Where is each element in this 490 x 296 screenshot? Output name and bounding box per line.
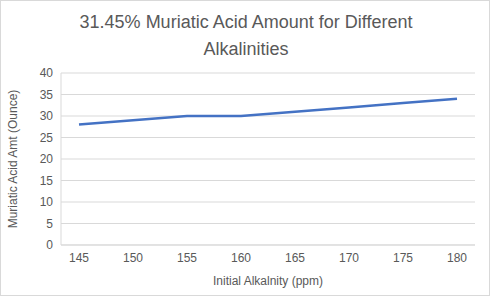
- svg-text:30: 30: [40, 109, 54, 123]
- svg-text:Initial Alkalnity (ppm): Initial Alkalnity (ppm): [213, 274, 323, 288]
- svg-text:10: 10: [40, 195, 54, 209]
- svg-text:175: 175: [393, 251, 413, 265]
- svg-text:25: 25: [40, 131, 54, 145]
- svg-text:160: 160: [231, 251, 251, 265]
- svg-text:5: 5: [46, 217, 53, 231]
- svg-text:170: 170: [339, 251, 359, 265]
- html-text:31.45% Muriatic Acid Amount fo: 31.45% Muriatic Acid Amount for Differen…: [79, 12, 413, 59]
- svg-text:145: 145: [69, 251, 89, 265]
- svg-text:0: 0: [46, 238, 53, 252]
- svg-text:15: 15: [40, 174, 54, 188]
- svg-text:Muriatic Acid Amt (Ounce): Muriatic Acid Amt (Ounce): [8, 90, 20, 229]
- svg-text:35: 35: [40, 88, 54, 102]
- svg-text:150: 150: [123, 251, 143, 265]
- svg-text:180: 180: [447, 251, 467, 265]
- svg-text:165: 165: [285, 251, 305, 265]
- svg-text:155: 155: [177, 251, 197, 265]
- svg-text:20: 20: [40, 152, 54, 166]
- svg-text:40: 40: [40, 66, 54, 80]
